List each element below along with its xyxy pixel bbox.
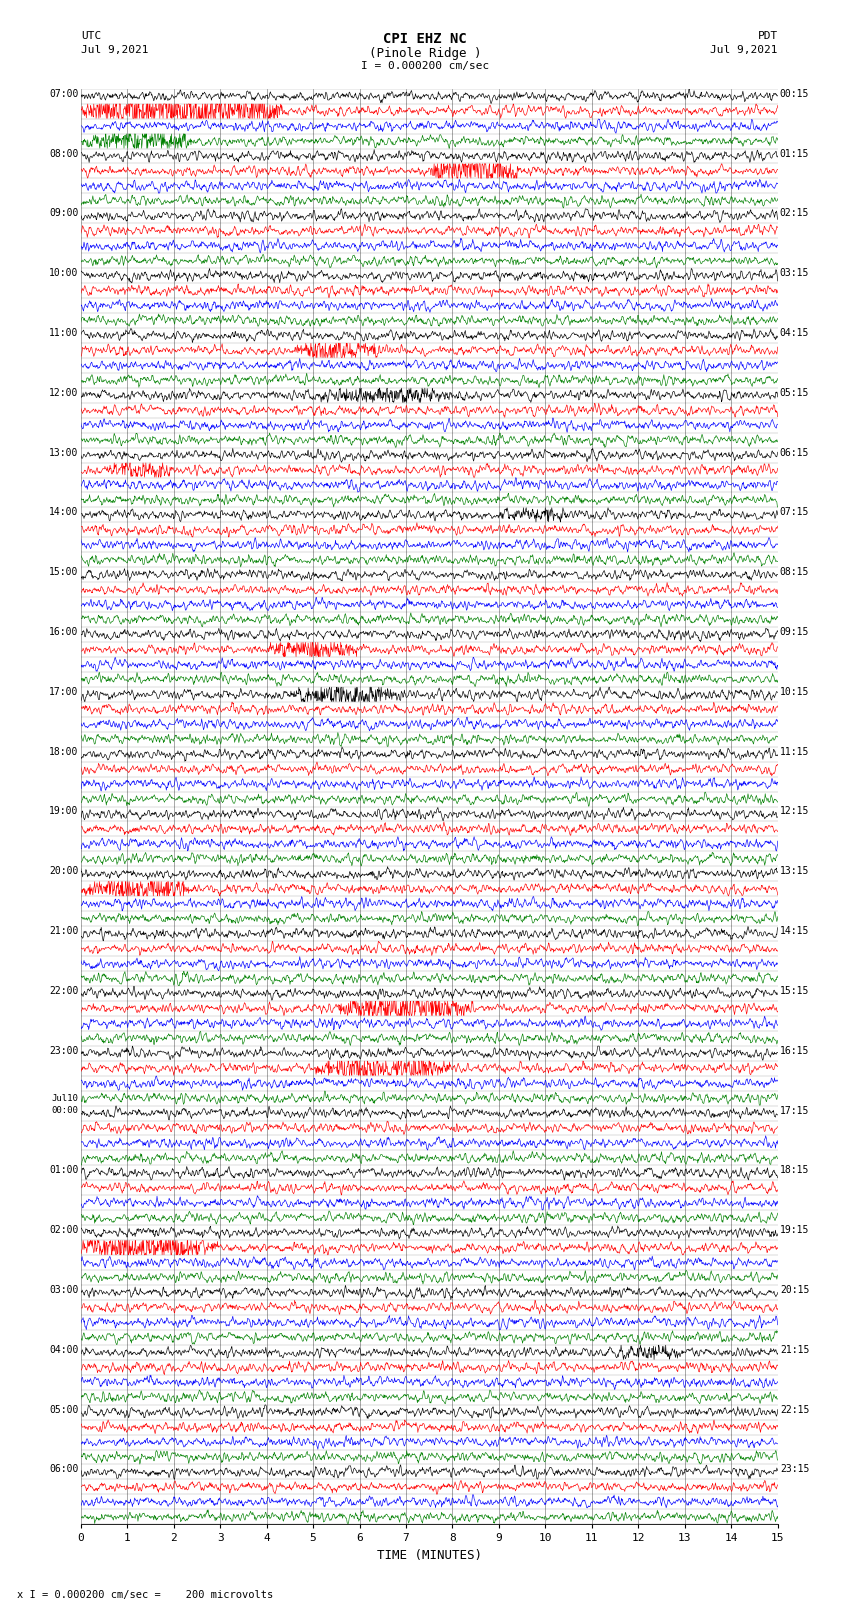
Text: UTC: UTC	[81, 31, 101, 40]
Text: 10:15: 10:15	[779, 687, 809, 697]
Text: CPI EHZ NC: CPI EHZ NC	[383, 32, 467, 47]
Text: 16:15: 16:15	[779, 1045, 809, 1057]
Text: 16:00: 16:00	[49, 627, 79, 637]
Text: 21:00: 21:00	[49, 926, 79, 936]
Text: 10:00: 10:00	[49, 268, 79, 277]
Text: 08:00: 08:00	[49, 148, 79, 158]
Text: 15:00: 15:00	[49, 568, 79, 577]
Text: 14:15: 14:15	[779, 926, 809, 936]
Text: 19:15: 19:15	[779, 1226, 809, 1236]
Text: Jul 9,2021: Jul 9,2021	[711, 45, 778, 55]
Text: (Pinole Ridge ): (Pinole Ridge )	[369, 47, 481, 60]
Text: 01:00: 01:00	[49, 1165, 79, 1176]
Text: I = 0.000200 cm/sec: I = 0.000200 cm/sec	[361, 61, 489, 71]
Text: 13:00: 13:00	[49, 448, 79, 458]
Text: 07:15: 07:15	[779, 508, 809, 518]
Text: 07:00: 07:00	[49, 89, 79, 98]
Text: 02:15: 02:15	[779, 208, 809, 218]
Text: 05:15: 05:15	[779, 387, 809, 398]
Text: 03:00: 03:00	[49, 1286, 79, 1295]
Text: 01:15: 01:15	[779, 148, 809, 158]
Text: 03:15: 03:15	[779, 268, 809, 277]
Text: 23:00: 23:00	[49, 1045, 79, 1057]
Text: 18:15: 18:15	[779, 1165, 809, 1176]
Text: 20:00: 20:00	[49, 866, 79, 876]
Text: 11:15: 11:15	[779, 747, 809, 756]
Text: 09:00: 09:00	[49, 208, 79, 218]
Text: 17:15: 17:15	[779, 1105, 809, 1116]
Text: 18:00: 18:00	[49, 747, 79, 756]
Text: x I = 0.000200 cm/sec =    200 microvolts: x I = 0.000200 cm/sec = 200 microvolts	[17, 1590, 273, 1600]
Text: 04:15: 04:15	[779, 327, 809, 339]
Text: 21:15: 21:15	[779, 1345, 809, 1355]
Text: 22:15: 22:15	[779, 1405, 809, 1415]
Text: PDT: PDT	[757, 31, 778, 40]
Text: 00:15: 00:15	[779, 89, 809, 98]
Text: 06:00: 06:00	[49, 1465, 79, 1474]
Text: 06:15: 06:15	[779, 448, 809, 458]
Text: 15:15: 15:15	[779, 986, 809, 995]
Text: 04:00: 04:00	[49, 1345, 79, 1355]
X-axis label: TIME (MINUTES): TIME (MINUTES)	[377, 1548, 482, 1561]
Text: 14:00: 14:00	[49, 508, 79, 518]
Text: Jul 9,2021: Jul 9,2021	[81, 45, 148, 55]
Text: 13:15: 13:15	[779, 866, 809, 876]
Text: 09:15: 09:15	[779, 627, 809, 637]
Text: 00:00: 00:00	[52, 1105, 79, 1115]
Text: 23:15: 23:15	[779, 1465, 809, 1474]
Text: 11:00: 11:00	[49, 327, 79, 339]
Text: 19:00: 19:00	[49, 806, 79, 816]
Text: 05:00: 05:00	[49, 1405, 79, 1415]
Text: Jul10: Jul10	[52, 1094, 79, 1103]
Text: 02:00: 02:00	[49, 1226, 79, 1236]
Text: 08:15: 08:15	[779, 568, 809, 577]
Text: 12:15: 12:15	[779, 806, 809, 816]
Text: 17:00: 17:00	[49, 687, 79, 697]
Text: 20:15: 20:15	[779, 1286, 809, 1295]
Text: 22:00: 22:00	[49, 986, 79, 995]
Text: 12:00: 12:00	[49, 387, 79, 398]
